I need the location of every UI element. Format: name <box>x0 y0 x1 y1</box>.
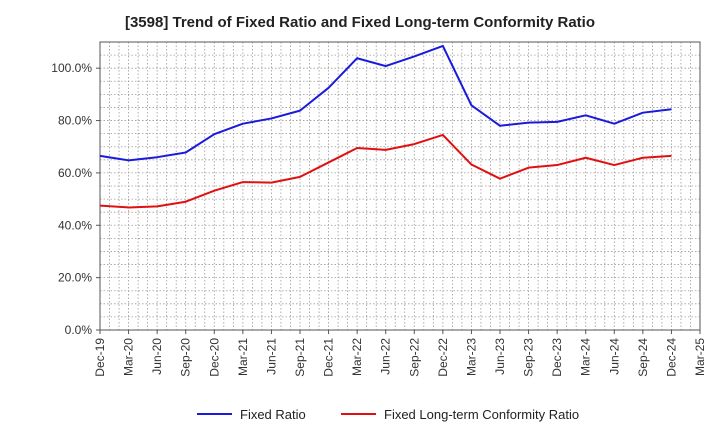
x-tick-label: Dec-19 <box>93 338 107 377</box>
x-tick-label: Jun-21 <box>264 338 278 375</box>
x-tick-label: Sep-20 <box>179 338 193 377</box>
y-tick-label: 100.0% <box>51 61 92 75</box>
x-tick-label: Sep-24 <box>636 338 650 377</box>
x-tick-label: Jun-24 <box>607 338 621 375</box>
y-tick-label: 60.0% <box>58 166 92 180</box>
x-tick-label: Mar-22 <box>350 338 364 376</box>
y-tick-label: 0.0% <box>65 323 93 337</box>
x-tick-label: Sep-23 <box>522 338 536 377</box>
x-tick-label: Dec-23 <box>550 338 564 377</box>
x-tick-label: Mar-25 <box>693 338 707 376</box>
x-tick-label: Dec-22 <box>436 338 450 377</box>
x-tick-label: Sep-21 <box>293 338 307 377</box>
x-tick-label: Mar-20 <box>122 338 136 376</box>
plot-area <box>100 42 700 330</box>
chart-title: [3598] Trend of Fixed Ratio and Fixed Lo… <box>124 14 596 31</box>
x-tick-label: Jun-20 <box>150 338 164 375</box>
x-tick-label: Sep-22 <box>407 338 421 377</box>
legend-label: Fixed Long-term Conformity Ratio <box>384 407 579 422</box>
x-tick-label: Dec-21 <box>322 338 336 377</box>
series-line-fixed-ratio <box>99 44 672 162</box>
x-tick-label: Dec-20 <box>207 338 221 377</box>
x-tick-label: Jun-23 <box>493 338 507 375</box>
x-tick-label: Jun-22 <box>379 338 393 375</box>
y-tick-label: 80.0% <box>58 114 92 128</box>
x-tick-label: Mar-23 <box>464 338 478 376</box>
y-tick-label: 40.0% <box>58 218 92 232</box>
legend-label: Fixed Ratio <box>240 407 306 422</box>
series-line-fixed-long-term-conformity-ratio <box>99 133 672 209</box>
x-tick-label: Mar-24 <box>579 338 593 376</box>
x-tick-label: Mar-21 <box>236 338 250 376</box>
x-tick-label: Dec-24 <box>664 338 678 377</box>
plot-frame <box>99 41 701 331</box>
y-tick-label: 20.0% <box>58 271 92 285</box>
